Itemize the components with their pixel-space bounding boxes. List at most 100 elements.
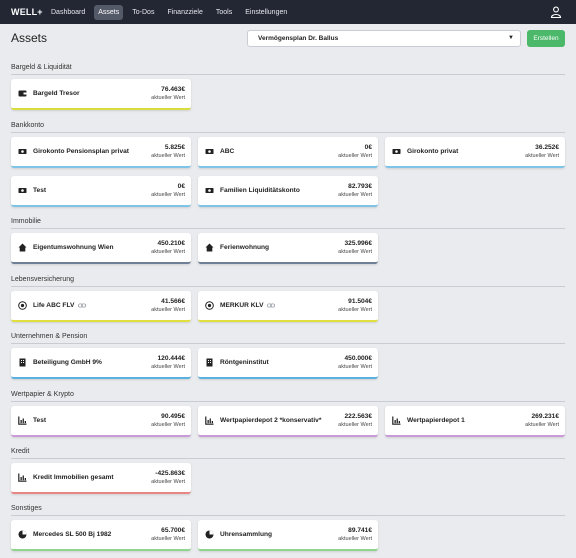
section-divider <box>11 286 565 287</box>
asset-name: Test <box>33 187 46 194</box>
page-title: Assets <box>11 31 48 45</box>
asset-value-label: aktueller Wert <box>338 364 372 370</box>
section-title: Unternehmen & Pension <box>11 333 88 340</box>
asset-name: Röntgeninstitut <box>220 359 269 366</box>
asset-value-label: aktueller Wert <box>338 192 372 198</box>
asset-card[interactable]: Mercedes SL 500 Bj 1982 65.700€ aktueller … <box>11 520 191 551</box>
asset-value-label: aktueller Wert <box>151 192 185 198</box>
section-divider <box>11 228 565 229</box>
asset-card[interactable]: Familien Liquiditätskonto 82.793€ aktuelle… <box>198 176 378 207</box>
asset-value: 120.444€ <box>157 355 185 362</box>
asset-card[interactable]: Wertpapierdepot 1 269.231€ aktueller Wert <box>385 406 565 437</box>
asset-value-label: aktueller Wert <box>338 422 372 428</box>
asset-value-label: aktueller Wert <box>151 153 185 159</box>
asset-name-text: ABC <box>220 148 235 155</box>
asset-name-text: Eigentumswohnung Wien <box>33 244 114 251</box>
insurance-icon <box>205 301 214 310</box>
section-divider <box>11 458 565 459</box>
asset-value-label: aktueller Wert <box>151 364 185 370</box>
asset-value: 0€ <box>177 183 185 190</box>
asset-value: 450.000€ <box>344 355 372 362</box>
asset-value: 90.495€ <box>161 413 185 420</box>
asset-value: 76.463€ <box>161 86 185 93</box>
asset-value-label: aktueller Wert <box>151 307 185 313</box>
asset-value: 82.793€ <box>348 183 372 190</box>
nav-item-finanzziele[interactable]: Finanzziele <box>167 8 203 16</box>
asset-name: Ferienwohnung <box>220 244 269 251</box>
asset-card[interactable]: Bargeld Tresor 76.463€ aktueller Wert <box>11 79 191 110</box>
asset-name-text: Beteiligung GmbH 9% <box>33 359 102 366</box>
asset-card[interactable]: ABC 0€ aktueller Wert <box>198 137 378 168</box>
building-icon <box>206 358 213 367</box>
asset-value-label: aktueller Wert <box>338 249 372 255</box>
pie-chart-icon <box>205 530 214 539</box>
plan-select[interactable]: Vermögensplan Dr. Ballus ▼ <box>247 30 521 47</box>
nav-item-tools[interactable]: Tools <box>215 8 233 16</box>
chart-icon <box>18 473 27 482</box>
asset-value-label: aktueller Wert <box>338 536 372 542</box>
section-divider <box>11 515 565 516</box>
chart-icon <box>18 416 27 425</box>
top-navbar: WELL+ Dashboard Assets To-Dos Finanzziel… <box>0 0 576 24</box>
brand-logo[interactable]: WELL+ <box>11 7 43 17</box>
asset-name-text: Life ABC FLV <box>33 302 75 309</box>
asset-value-label: aktueller Wert <box>338 307 372 313</box>
asset-value-label: aktueller Wert <box>525 153 559 159</box>
section-divider <box>11 74 565 75</box>
plan-select-value: Vermögensplan Dr. Ballus <box>258 35 339 42</box>
asset-name-text: Bargeld Tresor <box>33 90 80 97</box>
asset-name: Life ABC FLV <box>33 302 87 309</box>
asset-value-label: aktueller Wert <box>151 479 185 485</box>
asset-name-text: Test <box>33 187 47 194</box>
home-icon <box>205 243 214 252</box>
asset-card[interactable]: Uhrensammlung 89.741€ aktueller Wert <box>198 520 378 551</box>
asset-card[interactable]: Kredit Immobilien gesamt -425.863€ aktuell… <box>11 463 191 494</box>
asset-card[interactable]: MERKUR KLV 91.504€ aktueller Wert <box>198 291 378 322</box>
asset-card[interactable]: Girokonto Pensionsplan privat 5.825€ aktue… <box>11 137 191 168</box>
asset-name-text: Röntgeninstitut <box>220 359 269 366</box>
asset-name: Girokonto Pensionsplan privat <box>33 148 129 155</box>
asset-value: 222.563€ <box>344 413 372 420</box>
cash-icon <box>18 149 27 154</box>
chevron-down-icon: ▼ <box>508 35 514 41</box>
asset-name: MERKUR KLV <box>220 302 276 309</box>
asset-value: 5.825€ <box>164 144 185 151</box>
asset-card[interactable]: Test 0€ aktueller Wert <box>11 176 191 207</box>
section-title: Lebensversicherung <box>11 276 75 283</box>
asset-card[interactable]: Ferienwohnung 325.996€ aktueller Wert <box>198 233 378 264</box>
asset-value-label: aktueller Wert <box>151 422 185 428</box>
asset-value: 89.741€ <box>348 527 372 534</box>
asset-card[interactable]: Beteiligung GmbH 9% 120.444€ aktueller Wer… <box>11 348 191 379</box>
asset-name-text: Ferienwohnung <box>220 244 270 251</box>
section-divider <box>11 343 565 344</box>
asset-value: 269.231€ <box>531 413 559 420</box>
section-title: Kredit <box>11 448 30 455</box>
building-icon <box>19 358 26 367</box>
cash-icon <box>205 188 214 193</box>
asset-card[interactable]: Wertpapierdepot 2 *konservativ* 222.563€ a… <box>198 406 378 437</box>
asset-name-text: Mercedes SL 500 Bj 1982 <box>33 531 112 538</box>
user-icon[interactable] <box>550 6 562 18</box>
asset-name: Test <box>33 417 46 424</box>
nav-item-einstellungen[interactable]: Einstellungen <box>245 8 288 16</box>
chart-icon <box>205 416 214 425</box>
asset-name: Eigentumswohnung Wien <box>33 244 114 251</box>
create-button[interactable]: Erstellen <box>527 30 565 47</box>
asset-card[interactable]: Life ABC FLV 41.566€ aktueller Wert <box>11 291 191 322</box>
asset-name: Mercedes SL 500 Bj 1982 <box>33 531 111 538</box>
asset-card[interactable]: Girokonto privat 36.252€ aktueller Wert <box>385 137 565 168</box>
asset-card[interactable]: Eigentumswohnung Wien 450.210€ aktueller W… <box>11 233 191 264</box>
asset-value: 0€ <box>364 144 372 151</box>
asset-name: Bargeld Tresor <box>33 90 80 97</box>
nav-item-dashboard[interactable]: Dashboard <box>51 8 86 16</box>
asset-value-label: aktueller Wert <box>338 153 372 159</box>
cash-icon <box>18 188 27 193</box>
wallet-icon <box>18 90 27 97</box>
asset-card[interactable]: Röntgeninstitut 450.000€ aktueller Wert <box>198 348 378 379</box>
nav-item-todos[interactable]: To-Dos <box>132 8 155 16</box>
asset-value: 91.504€ <box>348 298 372 305</box>
asset-card[interactable]: Test 90.495€ aktueller Wert <box>11 406 191 437</box>
asset-name: Wertpapierdepot 1 <box>407 417 465 424</box>
chart-icon <box>392 416 401 425</box>
nav-item-assets[interactable]: Assets <box>94 4 124 20</box>
